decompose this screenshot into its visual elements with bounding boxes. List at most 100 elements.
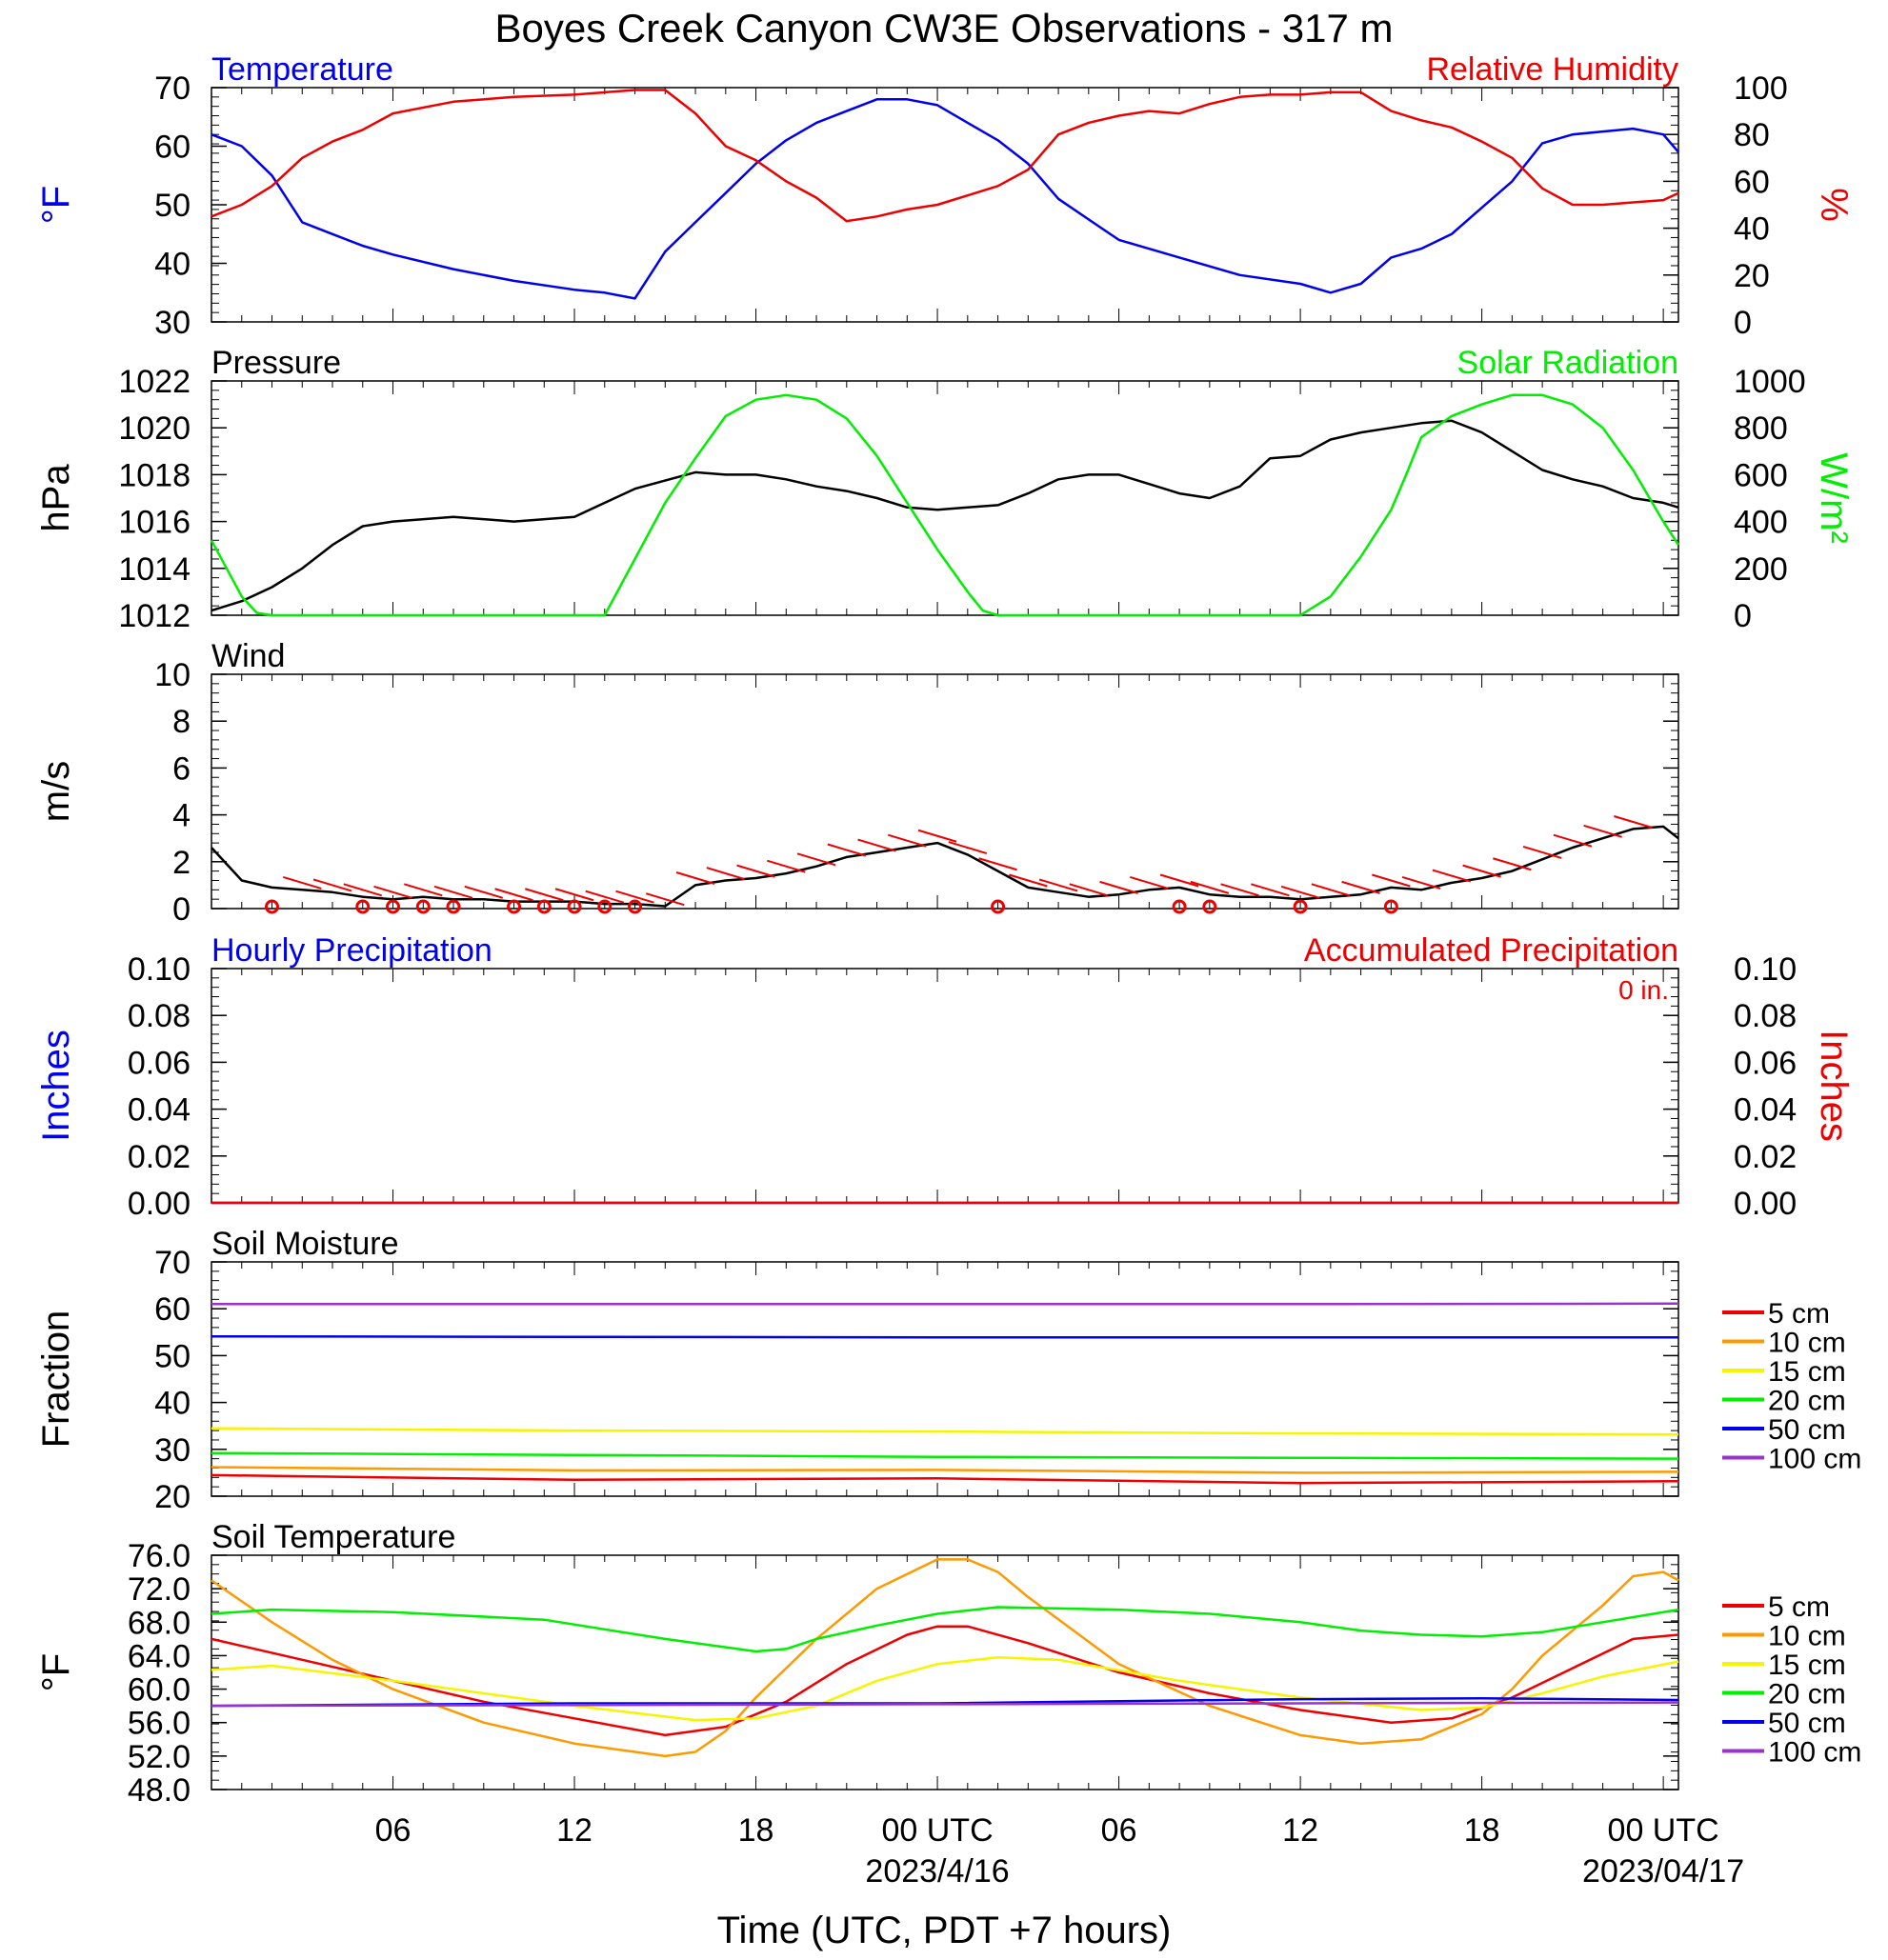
x-tick-label: 18: [1464, 1812, 1500, 1849]
figure-title: Boyes Creek Canyon CW3E Observations - 3…: [494, 6, 1393, 50]
wind-direction-bar: [978, 857, 1017, 871]
y-left-tick-label: 64.0: [128, 1638, 191, 1674]
temperature-rh-title-right: Relative Humidity: [1426, 51, 1678, 88]
y-right-tick-label: 0: [1734, 598, 1752, 634]
y-left-tick-label: 1014: [118, 551, 191, 588]
pressure-solar-panel: 1012 1014 1016 1018 1020 1022 0 200 400 600 800 100…: [35, 345, 1855, 634]
legend-label: 10 cm: [1768, 1621, 1846, 1652]
wind-direction-bar: [1372, 873, 1411, 888]
wind-direction-bar: [615, 890, 654, 904]
y-left-tick-label: 70: [154, 70, 191, 107]
soil-moisture-series-5-cm: [211, 1473, 1679, 1485]
wind-title-left: Wind: [211, 638, 285, 674]
soil-temperature-title-left: Soil Temperature: [211, 1519, 455, 1555]
wind-frame: [211, 673, 1679, 910]
precipitation-title-left: Hourly Precipitation: [211, 932, 492, 969]
y-right-tick-label: 0.00: [1734, 1186, 1797, 1222]
wind-direction-bar: [1190, 880, 1230, 894]
wind-calm-marker: [355, 899, 371, 914]
legend-label: 20 cm: [1768, 1679, 1846, 1710]
y-right-tick-label: 80: [1734, 117, 1770, 153]
wind-direction-bar: [1522, 846, 1562, 859]
soil-moisture-frame: [211, 1261, 1679, 1497]
soil-moisture-title-left: Soil Moisture: [211, 1226, 399, 1262]
x-tick-label: 12: [1282, 1812, 1318, 1849]
wind-calm-marker: [597, 899, 613, 914]
pressure-solar-series-pressure: [211, 419, 1679, 612]
soil-temperature-series-100-cm: [211, 1701, 1679, 1708]
wind-direction-bar: [796, 852, 836, 867]
y-left-tick-label: 1018: [118, 457, 191, 493]
wind-direction-bar: [343, 883, 383, 897]
wind-direction-bar: [857, 838, 896, 852]
y-left-tick-label: 50: [154, 188, 191, 224]
soil-moisture-series-100-cm: [211, 1302, 1679, 1306]
y-left-tick-label: 1020: [118, 410, 191, 447]
y-left-tick-label: 0.00: [128, 1186, 191, 1222]
y-right-tick-label: 400: [1734, 505, 1788, 541]
wind-direction-bar: [1583, 824, 1622, 838]
wind-direction-bar: [464, 885, 504, 899]
wind-calm-marker: [507, 899, 522, 914]
soil-moisture-series-50-cm: [211, 1334, 1678, 1339]
wind-direction-bar: [1280, 885, 1320, 899]
wind-calm-marker: [1172, 899, 1187, 914]
soil-moisture-panel: 20 30 40 50 60 70 Soil Moisture Fraction 5 cm10 …: [35, 1226, 1861, 1515]
legend-label: 5 cm: [1768, 1298, 1830, 1330]
pressure-solar-frame: [211, 380, 1679, 616]
temperature-rh-title-left: Temperature: [211, 51, 393, 88]
soil-temperature-panel: 48.052.056.060.064.068.072.076.0 Soil Tem…: [35, 1519, 1861, 1809]
y-left-tick-label: 72.0: [128, 1571, 191, 1608]
y-left-tick-label: 70: [154, 1245, 191, 1281]
x-tick-label: 00 UTC: [881, 1812, 993, 1849]
legend-label: 50 cm: [1768, 1414, 1846, 1446]
wind-direction-bar: [1553, 833, 1593, 848]
y-right-tick-label: 0.08: [1734, 998, 1797, 1034]
wind-direction-bar: [1462, 864, 1501, 878]
y-right-tick-label: 40: [1734, 211, 1770, 248]
y-right-tick-label: 0: [1734, 305, 1752, 341]
wind-calm-marker: [446, 899, 461, 914]
wind-direction-bar: [433, 885, 473, 899]
wind-direction-bar: [312, 878, 352, 892]
legend-label: 15 cm: [1768, 1650, 1846, 1681]
legend-label: 50 cm: [1768, 1708, 1846, 1739]
wind-direction-bar: [524, 888, 564, 902]
y-left-tick-label: 60: [154, 130, 191, 166]
soil-temperature-series-10-cm: [211, 1558, 1679, 1758]
wind-direction-bar: [1251, 883, 1290, 897]
soil-temperature-series-50-cm: [211, 1696, 1679, 1708]
soil-moisture-ylabel-left: Fraction: [35, 1310, 77, 1449]
precipitation-panel: 0.00 0.02 0.04 0.06 0.08 0.10 0.00 0.02 0.04 0.06…: [35, 932, 1855, 1222]
legend-label: 5 cm: [1768, 1591, 1830, 1623]
wind-calm-marker: [1293, 899, 1308, 914]
y-left-tick-label: 30: [154, 305, 191, 341]
y-right-tick-label: 0.02: [1734, 1139, 1797, 1175]
pressure-solar-ylabel-left: hPa: [35, 464, 77, 532]
wind-direction-bar: [1614, 815, 1653, 829]
wind-direction-bar: [1038, 878, 1078, 892]
soil-temperature-series-20-cm: [211, 1606, 1679, 1653]
wind-direction-bar: [282, 875, 322, 890]
legend-label: 100 cm: [1768, 1444, 1861, 1475]
y-left-tick-label: 60: [154, 1291, 191, 1328]
x-axis-label: Time (UTC, PDT +7 hours): [717, 1910, 1172, 1951]
wind-direction-bar: [554, 888, 594, 902]
y-right-tick-label: 200: [1734, 551, 1788, 588]
y-left-tick-label: 6: [172, 750, 191, 787]
pressure-solar-series-solar-radiation: [210, 393, 1680, 617]
wind-direction-bar: [1311, 883, 1351, 897]
wind-calm-marker: [1202, 899, 1217, 914]
soil-moisture-series-15-cm: [211, 1427, 1679, 1436]
precipitation-frame: [211, 968, 1679, 1204]
wind-direction-bar: [917, 829, 957, 843]
y-left-tick-label: 20: [154, 1479, 191, 1515]
y-right-tick-label: 20: [1734, 258, 1770, 294]
precipitation-ylabel-right: Inches: [1813, 1030, 1855, 1142]
x-tick-label: 06: [1101, 1812, 1137, 1849]
y-right-tick-label: 100: [1734, 70, 1788, 107]
y-left-tick-label: 0.04: [128, 1092, 191, 1129]
precipitation-annotation: 0 in.: [1618, 975, 1669, 1005]
